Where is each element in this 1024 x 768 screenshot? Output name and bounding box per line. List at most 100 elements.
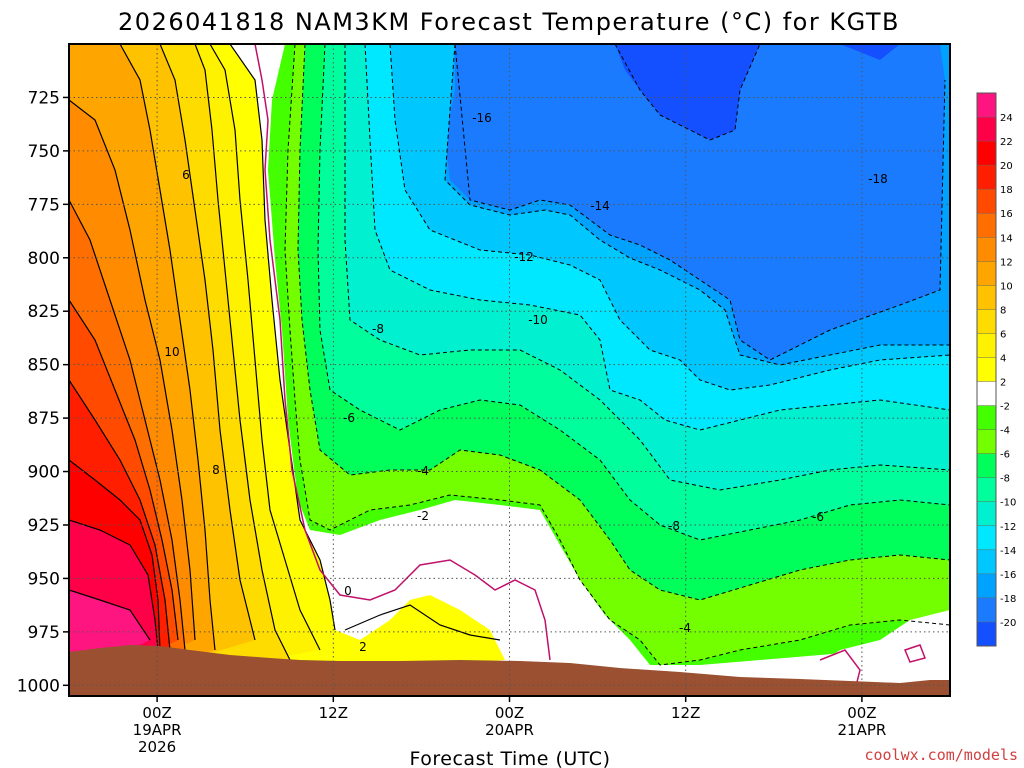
colorbar-swatch: [977, 453, 996, 479]
colorbar: 24 22 20 18 16 14 12 10 8 6 4 2 -2 -4 -6 -8 -10 -12 -14 -16…: [976, 92, 1016, 647]
colorbar-label: -20: [1000, 618, 1016, 629]
colorbar-swatch: [977, 549, 996, 575]
colorbar-swatch: [977, 237, 996, 262]
contour-label: -6: [812, 510, 824, 524]
colorbar-label: 2: [1000, 378, 1006, 389]
y-tick-label: 950: [28, 569, 60, 589]
field-minus20b: [840, 44, 900, 60]
colorbar-swatch: [977, 429, 996, 455]
field-minus18: [445, 44, 945, 360]
contour-label: -4: [417, 464, 429, 478]
colorbar-label: 22: [1000, 137, 1013, 148]
colorbar-swatch: [977, 525, 996, 551]
colorbar-swatch: [977, 117, 996, 142]
colorbar-label: 18: [1000, 185, 1013, 196]
contour-label: -10: [528, 313, 548, 327]
x-axis-label: Forecast Time (UTC): [410, 748, 611, 768]
contour-label: -2: [417, 509, 429, 523]
colorbar-swatch: [977, 477, 996, 503]
x-tick-label: 00Z: [847, 704, 876, 722]
contour-label: -6: [343, 411, 355, 425]
colorbar-label: 12: [1000, 257, 1013, 268]
x-tick-label: 12Z: [319, 704, 348, 722]
colorbar-label: 8: [1000, 305, 1006, 316]
colorbar-swatch: [977, 261, 996, 286]
colorbar-label: -16: [1000, 570, 1016, 581]
colorbar-swatch: [977, 381, 996, 407]
colorbar-label: -18: [1000, 594, 1016, 605]
colorbar-label: 10: [1000, 281, 1013, 292]
colorbar-swatch: [977, 501, 996, 527]
x-tick-label: 2026: [138, 738, 176, 756]
credit-text: coolwx.com/models: [864, 746, 1018, 764]
y-tick-label: 900: [28, 463, 60, 483]
chart-title: 2026041818 NAM3KM Forecast Temperature (…: [118, 8, 900, 36]
y-tick-label: 850: [28, 356, 60, 376]
colorbar-label: -12: [1000, 522, 1016, 533]
colorbar-label: -8: [1000, 474, 1010, 485]
contour-label: -12: [514, 250, 534, 264]
colorbar-frame: [976, 92, 997, 647]
y-tick-label: 775: [28, 195, 60, 215]
contour-label: 2: [359, 640, 367, 654]
colorbar-label: -2: [1000, 402, 1010, 413]
cold-contours: [284, 44, 950, 666]
colorbar-label: 20: [1000, 161, 1013, 172]
contour-label: -8: [372, 322, 384, 336]
colorbar-swatch: [977, 309, 996, 334]
colorbar-swatch: [977, 189, 996, 214]
y-axis: 725 750 775 800 825 850 875 900 925 950 975 1000: [17, 88, 69, 696]
contour-label: -16: [472, 111, 492, 125]
x-tick-label: 19APR: [133, 721, 182, 739]
colorbar-label: -10: [1000, 498, 1016, 509]
contour-label: 0: [344, 584, 352, 598]
y-tick-label: 825: [28, 302, 60, 322]
contour-label: -4: [679, 621, 691, 635]
colorbar-swatch: [977, 213, 996, 238]
contour-label: -14: [590, 199, 610, 213]
colorbar-label: 16: [1000, 209, 1013, 220]
contour-label: -8: [668, 519, 680, 533]
field-lowlevel-warm: [810, 610, 950, 690]
y-tick-label: 750: [28, 142, 60, 162]
colorbar-swatch: [977, 165, 996, 190]
contour-label: -18: [868, 172, 888, 186]
colorbar-label: 4: [1000, 353, 1006, 364]
contour-label: 6: [182, 168, 190, 182]
colorbar-swatch: [977, 333, 996, 358]
y-tick-label: 1000: [17, 676, 60, 696]
plot-grid: [69, 44, 950, 696]
contour-label: 10: [164, 345, 179, 359]
x-tick-label: 12Z: [671, 704, 700, 722]
colorbar-swatch: [977, 573, 996, 599]
colorbar-label: 24: [1000, 113, 1013, 124]
colorbar-swatch: [977, 597, 996, 623]
colorbar-swatch: [977, 285, 996, 310]
y-tick-label: 875: [28, 409, 60, 429]
y-tick-label: 725: [28, 88, 60, 108]
field-minus20: [615, 44, 760, 140]
x-tick-label: 00Z: [495, 704, 524, 722]
colorbar-label: -6: [1000, 450, 1010, 461]
contour-labels: -16 -18 -14 -12 -10 -8 -6 -4 -2 -8 -6 -4 0 2 6 10 8: [164, 111, 887, 654]
colorbar-label: -14: [1000, 546, 1016, 557]
x-tick-label: 21APR: [837, 721, 886, 739]
x-tick-label: 20APR: [485, 721, 534, 739]
colorbar-swatch: [977, 141, 996, 166]
colorbar-swatch: [977, 357, 996, 383]
y-tick-label: 800: [28, 249, 60, 269]
colorbar-label: -4: [1000, 426, 1010, 437]
colorbar-swatch: [977, 93, 996, 118]
colorbar-swatch: [977, 621, 996, 647]
colorbar-swatch: [977, 405, 996, 431]
plot-area: [69, 44, 950, 696]
contour-label: 8: [212, 463, 220, 477]
x-tick-label: 00Z: [142, 704, 171, 722]
freezing-contour: [254, 44, 926, 691]
colorbar-label: 14: [1000, 233, 1013, 244]
y-tick-label: 925: [28, 516, 60, 536]
colorbar-label: 6: [1000, 329, 1006, 340]
y-tick-label: 975: [28, 623, 60, 643]
